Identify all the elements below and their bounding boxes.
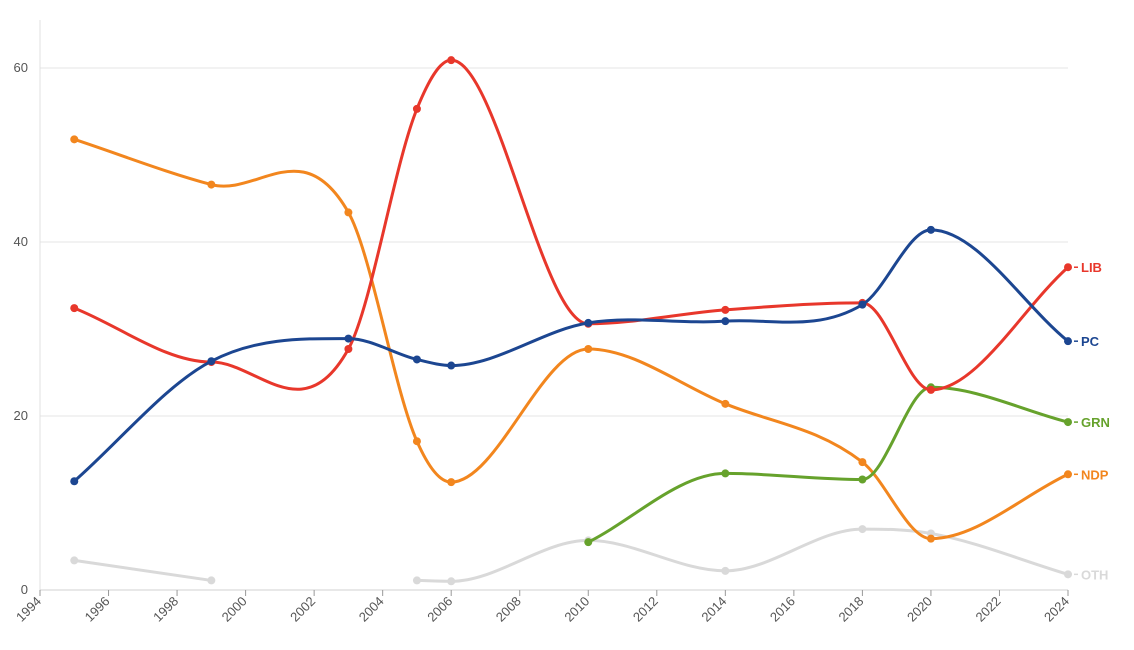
x-tick-label: 2000 (219, 594, 250, 625)
data-point-grn (1064, 418, 1072, 427)
data-point-lib (1064, 263, 1072, 272)
x-tick-label: 2024 (1041, 594, 1072, 625)
data-point-oth (858, 525, 867, 534)
data-point-oth (412, 576, 421, 585)
data-point-pc (926, 225, 935, 234)
series-line-oth (72, 558, 213, 582)
x-tick-label: 2022 (973, 594, 1004, 625)
data-point-lib (344, 345, 353, 354)
data-point-lib (926, 385, 935, 394)
end-label-ndp: NDP (1081, 467, 1109, 482)
grid-layer (40, 67, 1068, 417)
x-tick-label: 2020 (904, 594, 935, 625)
data-point-oth (70, 556, 79, 565)
x-tick-label: 2014 (698, 594, 729, 625)
x-tick-label: 1998 (150, 594, 181, 625)
x-tick-label: 2018 (835, 594, 866, 625)
y-tick-label: 20 (14, 408, 28, 423)
data-point-ndp (344, 208, 353, 217)
x-tick-label: 2004 (356, 594, 387, 625)
series-layer (70, 56, 1072, 586)
data-point-oth (1064, 570, 1072, 579)
x-tick-label: 2002 (287, 594, 318, 625)
series-line-grn (586, 385, 1070, 544)
series-pc (70, 225, 1072, 486)
data-point-oth (721, 566, 730, 575)
data-point-pc (1064, 337, 1072, 346)
x-tick-label: 1996 (82, 594, 113, 625)
series-ndp (70, 135, 1072, 543)
data-point-lib (447, 56, 456, 65)
series-line-pc (72, 228, 1070, 483)
end-label-lib: LIB (1081, 260, 1102, 275)
series-oth (70, 525, 1072, 586)
data-point-ndp (1064, 470, 1072, 479)
x-tick-label: 1994 (13, 594, 44, 625)
data-point-lib (412, 104, 421, 113)
end-label-pc: PC (1081, 334, 1100, 349)
data-point-ndp (584, 345, 593, 354)
x-tick-label: 2006 (424, 594, 455, 625)
series-line-ndp (72, 137, 1070, 541)
data-point-oth (447, 577, 456, 586)
data-point-ndp (721, 399, 730, 408)
data-point-grn (858, 475, 867, 484)
x-tick-label: 2010 (561, 594, 592, 625)
y-tick-label: 60 (14, 60, 28, 75)
end-label-grn: GRN (1081, 415, 1110, 430)
data-point-lib (721, 305, 730, 314)
data-point-pc (70, 477, 79, 486)
y-tick-label: 40 (14, 234, 28, 249)
data-point-pc (584, 318, 593, 327)
y-tick-label: 0 (21, 582, 28, 597)
x-tick-label: 2008 (493, 594, 524, 625)
data-point-pc (721, 317, 730, 326)
series-line-lib (72, 58, 1070, 392)
data-point-ndp (858, 458, 867, 467)
data-point-pc (412, 355, 421, 364)
end-label-oth: OTH (1081, 567, 1108, 582)
series-lib (70, 56, 1072, 394)
axis-layer: 0 20 40 60 1994 1996 1998 2000 2002 2004 2006 2008 2… (13, 20, 1072, 625)
data-point-ndp (70, 135, 79, 144)
x-tick-label: 2016 (767, 594, 798, 625)
data-point-pc (447, 361, 456, 370)
series-line-oth (415, 527, 1070, 583)
series-grn (584, 383, 1072, 547)
data-point-pc (858, 300, 867, 309)
data-point-lib (70, 304, 79, 313)
data-point-ndp (447, 478, 456, 487)
data-point-ndp (412, 437, 421, 446)
data-point-ndp (926, 534, 935, 543)
data-point-ndp (207, 180, 216, 189)
data-point-grn (584, 538, 593, 547)
data-point-pc (207, 357, 216, 366)
end-label-layer: LIB PC GRN NDP OTH (1074, 260, 1110, 582)
data-point-grn (721, 469, 730, 478)
data-point-pc (344, 334, 353, 343)
x-tick-label: 2012 (630, 594, 661, 625)
data-point-oth (207, 576, 216, 585)
